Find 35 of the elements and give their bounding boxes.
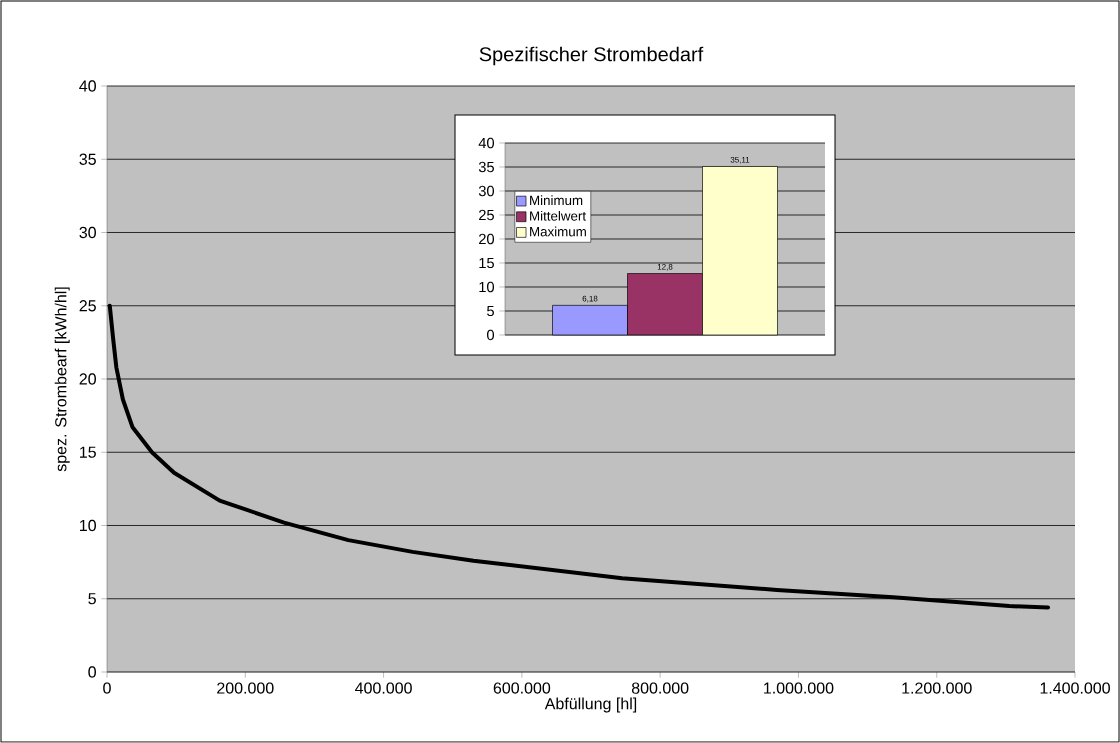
y-tick-label: 30: [79, 226, 96, 239]
x-tick-label: 600.000: [493, 682, 551, 694]
x-axis-title: Abfüllung [hl]: [544, 697, 637, 713]
y-tick-label: 20: [79, 373, 96, 385]
legend-label: Mittelwert: [530, 210, 586, 221]
y-tick-label: 20: [479, 233, 495, 245]
y-tick-label: 35: [79, 153, 96, 165]
y-axis-title: spez. Strombearf [kWh/hl]: [54, 287, 70, 472]
data-label: 6,18: [582, 295, 598, 303]
x-tick-label: 400.000: [355, 682, 412, 694]
legend-label: Maximum: [530, 226, 586, 237]
x-tick-label: 1.000.000: [764, 682, 834, 694]
x-tick-label: 1.200.000: [902, 682, 972, 694]
x-tick-label: 1.400.000: [1040, 682, 1110, 694]
data-label: 35,11: [730, 156, 750, 164]
x-tick-label: 0: [103, 682, 111, 694]
y-tick-label: 10: [80, 519, 96, 532]
legend-label: Minimum: [530, 195, 583, 206]
x-tick-label: 800.000: [631, 682, 689, 694]
y-tick-label: 40: [478, 137, 495, 149]
y-tick-label: 10: [479, 281, 495, 293]
data-label: 12,8: [657, 264, 673, 271]
y-tick-label: 15: [80, 446, 96, 458]
y-tick-label: 25: [479, 209, 494, 221]
y-tick-label: 5: [487, 305, 494, 317]
y-tick-label: 25: [79, 300, 96, 312]
y-tick-label: 5: [88, 593, 96, 605]
y-tick-label: 40: [79, 80, 96, 92]
x-tick-label: 200.000: [217, 682, 274, 694]
y-tick-label: 30: [478, 185, 495, 197]
chart-title: Spezifischer Strombedarf: [479, 46, 704, 66]
y-tick-label: 0: [88, 666, 96, 678]
y-tick-label: 35: [478, 161, 494, 173]
y-tick-label: 15: [479, 257, 494, 269]
y-tick-label: 0: [487, 329, 495, 341]
